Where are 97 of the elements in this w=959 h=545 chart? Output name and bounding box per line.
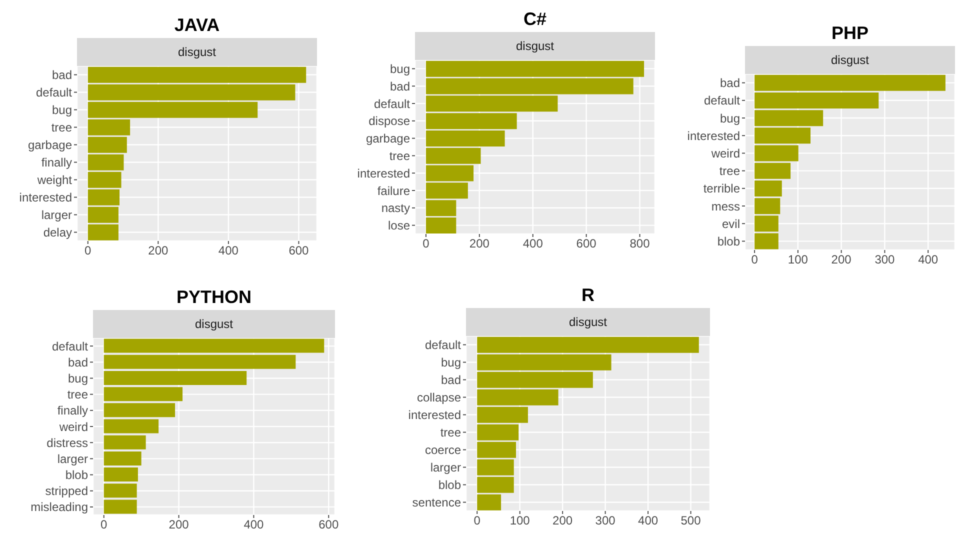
y-tick-label: bad (390, 79, 410, 94)
chart-title: R (580, 284, 596, 307)
y-tick-label: interested (408, 408, 461, 422)
y-tick-label: bug (440, 356, 461, 370)
y-tick-label: tree (389, 148, 410, 163)
x-tick-label: 200 (831, 252, 852, 267)
chart-subtitle: disgust (93, 310, 335, 338)
y-tick-label: garbage (366, 132, 410, 146)
y-tick-label: larger (430, 460, 461, 475)
x-tick-label: 400 (918, 252, 938, 267)
x-tick-label: 400 (244, 518, 264, 532)
chart-subtitle: disgust (77, 38, 317, 66)
y-tick-label: bug (68, 371, 88, 386)
x-tick-label: 200 (552, 514, 573, 528)
y-tick-label: larger (41, 208, 72, 222)
x-tick-label: 600 (288, 244, 310, 258)
bar (104, 468, 138, 482)
y-tick-label: nasty (381, 201, 410, 216)
y-tick-label: terrible (703, 182, 740, 196)
chart-title: JAVA (173, 14, 221, 37)
y-tick-label: coerce (424, 443, 462, 458)
chart-subtitle: disgust (466, 308, 710, 336)
bar (104, 500, 137, 514)
chart-subtitle: disgust (745, 46, 955, 74)
y-tick-label: failure (377, 184, 410, 198)
x-tick-label: 200 (148, 244, 169, 258)
x-tick-label: 400 (522, 236, 544, 251)
y-tick-label: bad (68, 355, 88, 370)
x-tick-label: 800 (630, 236, 650, 251)
bar (104, 435, 146, 450)
bar (104, 354, 296, 369)
y-tick-label: tree (51, 120, 72, 135)
x-tick-label: 0 (100, 518, 108, 532)
x-tick-label: 300 (595, 514, 616, 528)
y-tick-label: tree (440, 426, 462, 440)
y-tick-label: garbage (28, 138, 72, 152)
bar (104, 338, 324, 353)
x-tick-label: 100 (788, 252, 808, 267)
y-tick-label: blob (65, 468, 88, 482)
bar (104, 387, 183, 402)
y-tick-label: bug (52, 103, 72, 118)
y-tick-label: mess (711, 199, 740, 214)
x-tick-label: 200 (469, 236, 490, 251)
x-tick-label: 0 (84, 244, 92, 258)
y-tick-label: tree (719, 164, 740, 178)
y-tick-label: bad (52, 68, 72, 82)
y-tick-label: default (424, 338, 462, 352)
y-tick-label: dispose (368, 114, 410, 128)
x-tick-label: 500 (680, 514, 702, 528)
y-tick-label: evil (722, 216, 740, 231)
x-tick-label: 0 (751, 252, 758, 267)
y-tick-label: blob (438, 478, 462, 492)
x-tick-label: 300 (874, 252, 896, 267)
chart-subtitle: disgust (415, 32, 655, 60)
y-tick-label: bad (720, 76, 740, 90)
bar (104, 403, 176, 418)
y-tick-label: weight (36, 173, 73, 188)
y-tick-label: interested (19, 190, 72, 205)
chart-title: C# (522, 8, 548, 31)
chart-title: PYTHON (175, 286, 252, 309)
y-tick-label: bug (390, 62, 410, 76)
y-tick-label: distress (46, 436, 88, 450)
y-tick-label: tree (67, 388, 88, 402)
y-tick-label: sentence (412, 496, 462, 510)
y-tick-label: default (704, 94, 741, 108)
y-tick-label: collapse (416, 390, 462, 405)
bar (104, 484, 137, 498)
y-tick-label: weird (710, 146, 740, 160)
x-tick-label: 0 (422, 236, 430, 251)
x-tick-label: 400 (638, 514, 658, 528)
y-tick-label: delay (43, 226, 72, 240)
y-tick-label: bug (720, 111, 740, 126)
y-tick-label: default (36, 86, 73, 100)
bar (754, 233, 778, 250)
x-tick-label: 0 (474, 514, 481, 528)
chart-title: PHP (830, 22, 870, 45)
y-tick-label: finally (41, 156, 72, 170)
y-tick-label: interested (357, 166, 410, 180)
x-tick-label: 200 (168, 518, 190, 532)
bar (104, 370, 247, 385)
y-tick-label: larger (57, 452, 88, 466)
y-tick-label: default (374, 96, 411, 111)
x-tick-label: 600 (576, 236, 597, 251)
x-tick-label: 600 (318, 518, 339, 532)
bar (104, 419, 159, 434)
x-tick-label: 400 (218, 244, 239, 258)
y-tick-label: finally (57, 404, 88, 418)
y-tick-label: misleading (30, 500, 88, 514)
y-tick-label: weird (58, 420, 88, 434)
y-tick-label: default (52, 339, 89, 354)
x-tick-label: 100 (510, 514, 530, 528)
bar (104, 451, 142, 466)
y-tick-label: interested (687, 128, 740, 143)
y-tick-label: lose (388, 218, 410, 233)
y-tick-label: blob (717, 234, 740, 248)
y-tick-label: bad (440, 373, 461, 388)
y-tick-label: stripped (45, 484, 88, 498)
